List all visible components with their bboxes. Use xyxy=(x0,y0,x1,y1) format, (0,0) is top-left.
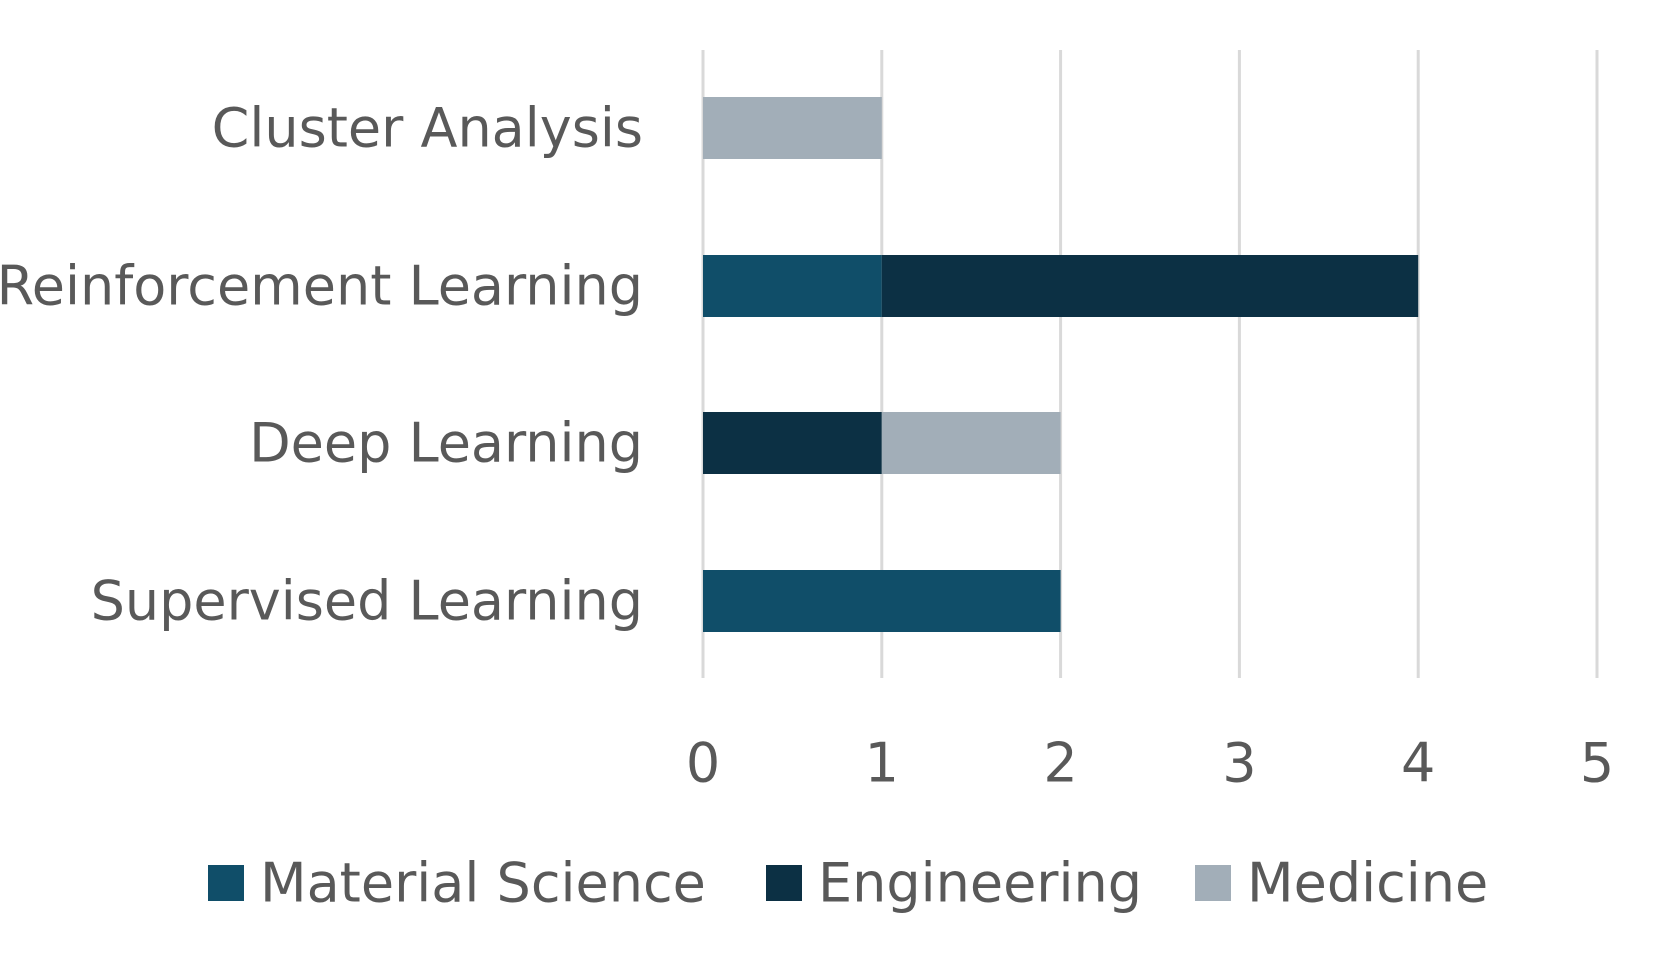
legend-item-medicine: Medicine xyxy=(1195,852,1488,915)
bar-deep-learning-medicine xyxy=(881,412,1061,474)
category-label-reinforcement-learning: Reinforcement Learning xyxy=(0,255,643,318)
bars xyxy=(703,97,1419,632)
bar-cluster-analysis-medicine xyxy=(703,97,882,159)
legend-item-material-science: Material Science xyxy=(208,852,706,915)
x-tick-label-0: 0 xyxy=(686,732,720,795)
bar-supervised-learning-material-science xyxy=(703,570,1061,632)
x-tick-label-3: 3 xyxy=(1222,732,1256,795)
legend-item-engineering: Engineering xyxy=(766,852,1142,915)
legend: Material Science Engineering Medicine xyxy=(208,852,1488,915)
x-tick-label-2: 2 xyxy=(1043,732,1077,795)
x-tick-label-4: 4 xyxy=(1401,732,1435,795)
category-label-cluster-analysis: Cluster Analysis xyxy=(212,97,643,160)
category-labels: Cluster Analysis Reinforcement Learning De… xyxy=(0,97,643,633)
legend-swatch-medicine xyxy=(1195,865,1231,901)
legend-swatch-engineering xyxy=(766,865,802,901)
bar-deep-learning-engineering xyxy=(703,412,882,474)
x-tick-label-1: 1 xyxy=(865,732,899,795)
legend-label-medicine: Medicine xyxy=(1247,852,1488,915)
legend-label-material-science: Material Science xyxy=(260,852,706,915)
category-label-deep-learning: Deep Learning xyxy=(249,412,643,475)
tick-labels: 0 1 2 3 4 5 xyxy=(686,732,1614,795)
legend-label-engineering: Engineering xyxy=(818,852,1142,915)
category-label-supervised-learning: Supervised Learning xyxy=(91,570,643,633)
x-tick-label-5: 5 xyxy=(1580,732,1614,795)
bar-reinforcement-learning-material-science xyxy=(703,255,882,317)
bar-reinforcement-learning-engineering xyxy=(881,255,1419,317)
legend-swatch-material-science xyxy=(208,865,244,901)
